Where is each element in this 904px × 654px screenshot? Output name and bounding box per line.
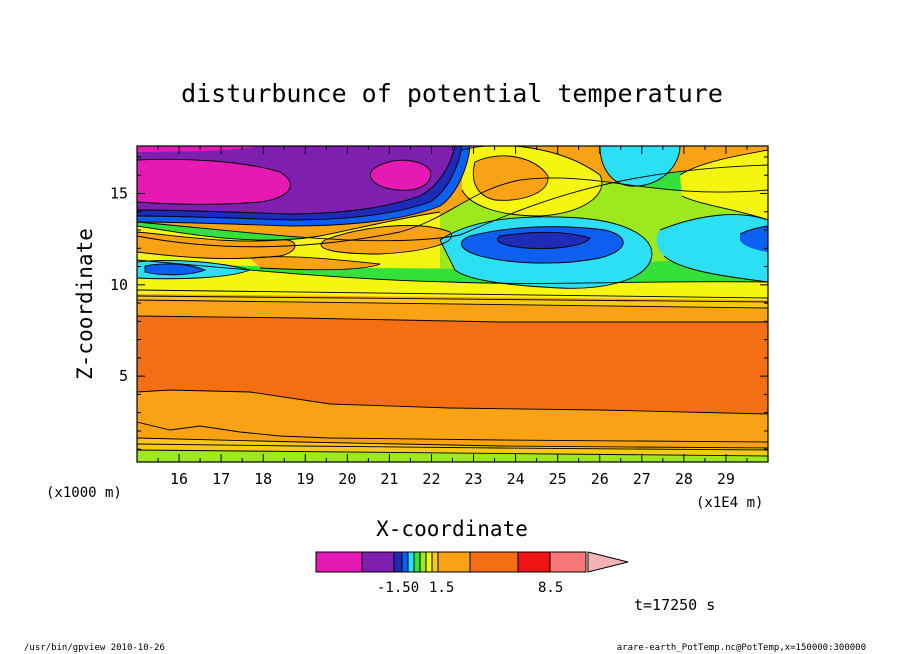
contour-band-cold-magenta-left (137, 159, 291, 205)
chart-title: disturbunce of potential temperature (181, 79, 723, 108)
y-ticks (137, 156, 768, 450)
colorbar-arrow (587, 551, 629, 573)
x-tick-label: 16 (170, 470, 188, 488)
x-tick-label: 23 (465, 470, 483, 488)
x-tick-label: 28 (675, 470, 693, 488)
x-ticks (136, 146, 769, 462)
x-tick-label: 17 (212, 470, 230, 488)
x-tick-label: 25 (549, 470, 567, 488)
x-tick-label: 21 (380, 470, 398, 488)
x-tick-label: 20 (338, 470, 356, 488)
y-tick-label: 15 (110, 184, 128, 202)
x-tick-label: 27 (633, 470, 651, 488)
x-tick-labels: 16 17 18 19 20 21 22 23 24 25 26 27 28 29 (170, 470, 735, 488)
x-unit-left: (x1000 m) (46, 485, 122, 501)
contour-band-cold-magenta-right (370, 160, 431, 191)
x-tick-label: 22 (422, 470, 440, 488)
colorbar-cell (393, 551, 403, 573)
contour-lines (137, 146, 768, 457)
colorbar-label-neg: -1.50 (377, 580, 419, 596)
y-tick-label: 5 (119, 367, 128, 385)
colorbar-cell (517, 551, 551, 573)
contour-band-orange-upper (473, 155, 549, 201)
colorbar-cell (549, 551, 587, 573)
colorbar-cell (315, 551, 363, 573)
contour-band-upper-warm (137, 296, 768, 308)
colorbar-cell (469, 551, 519, 573)
y-tick-label: 10 (110, 276, 128, 294)
contour-band-orange-left (137, 232, 295, 259)
contour-band-orange-center (321, 225, 452, 254)
footer-left: /usr/bin/gpview 2010-10-26 (24, 643, 165, 653)
contour-band-cyan-far-right (656, 214, 768, 282)
colorbar-label-high: 8.5 (538, 580, 563, 596)
colorbar-cell (437, 551, 471, 573)
contour-band-orange-mid (250, 256, 380, 270)
colorbar-cell (419, 551, 427, 573)
colorbar-cell (431, 551, 439, 573)
x-tick-label: 26 (591, 470, 609, 488)
colorbar-label-mid: 1.5 (429, 580, 454, 596)
x-tick-label: 24 (507, 470, 525, 488)
colorbar-cell (425, 551, 433, 573)
footer-right: arare-earth_PotTemp.nc@PotTemp,x=150000:… (617, 643, 866, 653)
contour-band-cyan-top (600, 146, 680, 187)
contour-band-blue-far-right (740, 226, 768, 252)
colorbar: -1.50 1.5 8.5 (315, 551, 629, 596)
x-tick-label: 19 (296, 470, 314, 488)
x-tick-label: 29 (717, 470, 735, 488)
colorbar-cell (361, 551, 395, 573)
contour-band-core (137, 316, 768, 414)
time-annotation: t=17250 s (634, 596, 715, 614)
x-axis-label: X-coordinate (376, 517, 528, 541)
x-tick-label: 18 (254, 470, 272, 488)
colorbar-cell (401, 551, 409, 573)
y-axis-label: Z-coordinate (73, 228, 97, 380)
contour-band-blue-left (145, 263, 205, 275)
colorbar-cell (413, 551, 421, 573)
colorbar-cell (407, 551, 415, 573)
contour-band-transition (137, 260, 768, 300)
contour-band-navy-right (497, 232, 590, 249)
contour-band-cold-magenta-top (137, 146, 260, 152)
contour-band-surface (137, 450, 768, 462)
x-unit-right: (x1E4 m) (696, 495, 763, 511)
y-tick-labels: 5 10 15 (110, 184, 128, 385)
